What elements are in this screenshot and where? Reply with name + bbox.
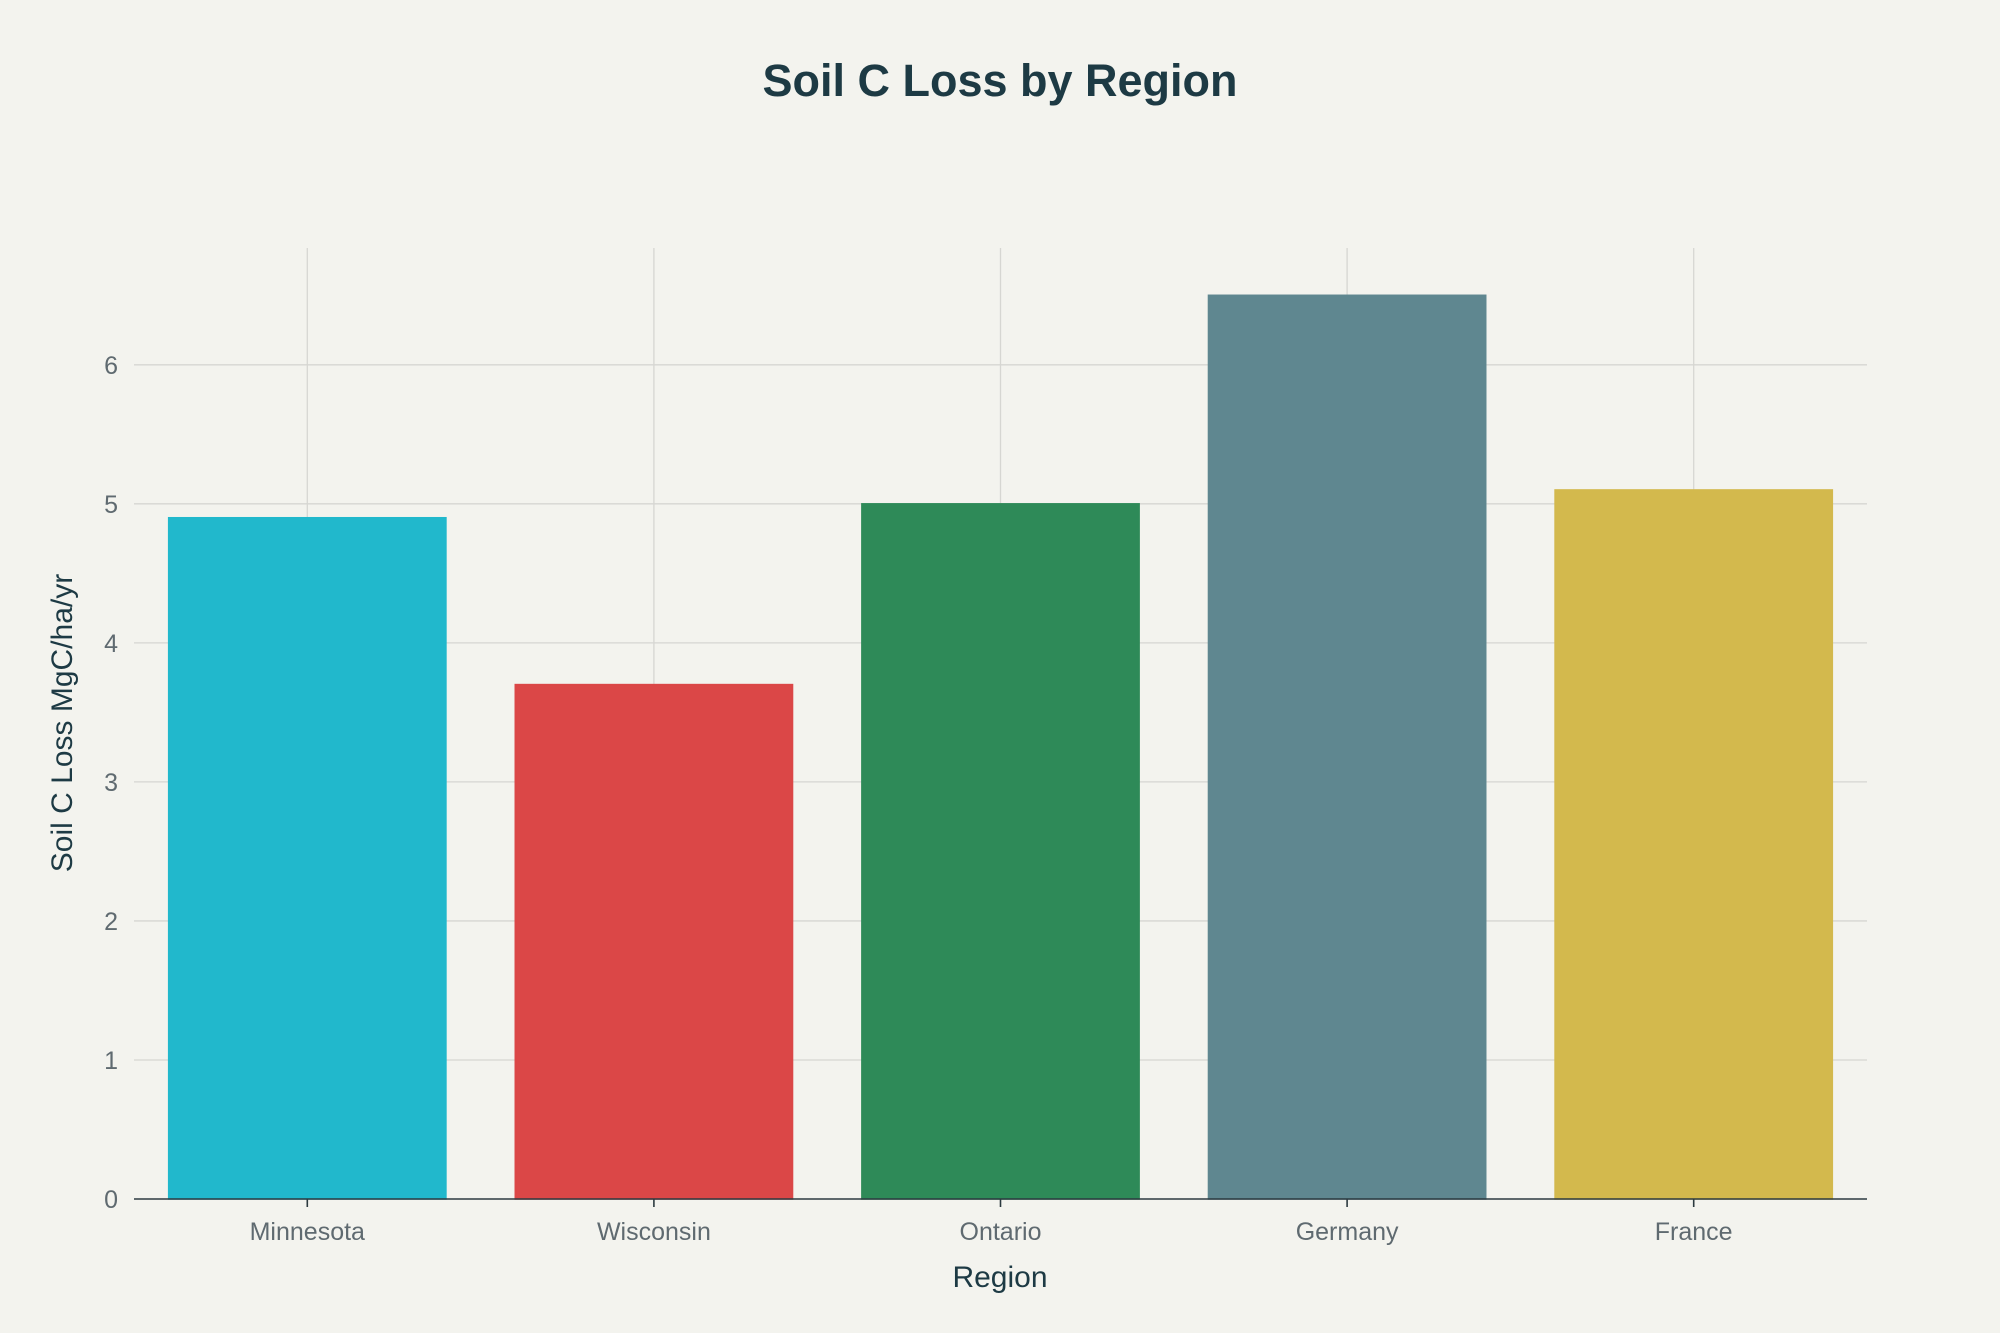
x-tick-label: Wisconsin xyxy=(597,1218,711,1246)
bar-minnesota xyxy=(167,516,447,1200)
y-tick-label: 4 xyxy=(104,630,118,658)
x-tick-label: Germany xyxy=(1296,1218,1399,1246)
x-tick-label: Ontario xyxy=(960,1218,1042,1246)
bar-germany xyxy=(1207,294,1487,1200)
axis-layer xyxy=(134,1198,1867,1207)
y-axis-title: Soil C Loss MgC/ha/yr xyxy=(46,574,79,872)
y-tick-label: 6 xyxy=(104,352,118,380)
bar-ontario xyxy=(861,503,1140,1200)
bar-france xyxy=(1554,489,1834,1200)
bar-wisconsin xyxy=(514,683,794,1200)
y-tick-label: 1 xyxy=(104,1047,118,1075)
x-tick-label: Minnesota xyxy=(250,1218,365,1246)
x-axis-title: Region xyxy=(952,1261,1047,1294)
x-tick-label: France xyxy=(1655,1218,1733,1246)
bar-layer xyxy=(167,294,1834,1200)
y-tick-label: 3 xyxy=(104,769,118,797)
chart-title: Soil C Loss by Region xyxy=(762,55,1237,106)
y-tick-label: 0 xyxy=(104,1186,118,1214)
y-tick-label: 5 xyxy=(104,491,118,519)
label-layer: 0 1 2 3 4 5 6 Minnesota Wisconsin Ontario Germany F… xyxy=(104,352,1733,1246)
y-tick-label: 2 xyxy=(104,908,118,936)
